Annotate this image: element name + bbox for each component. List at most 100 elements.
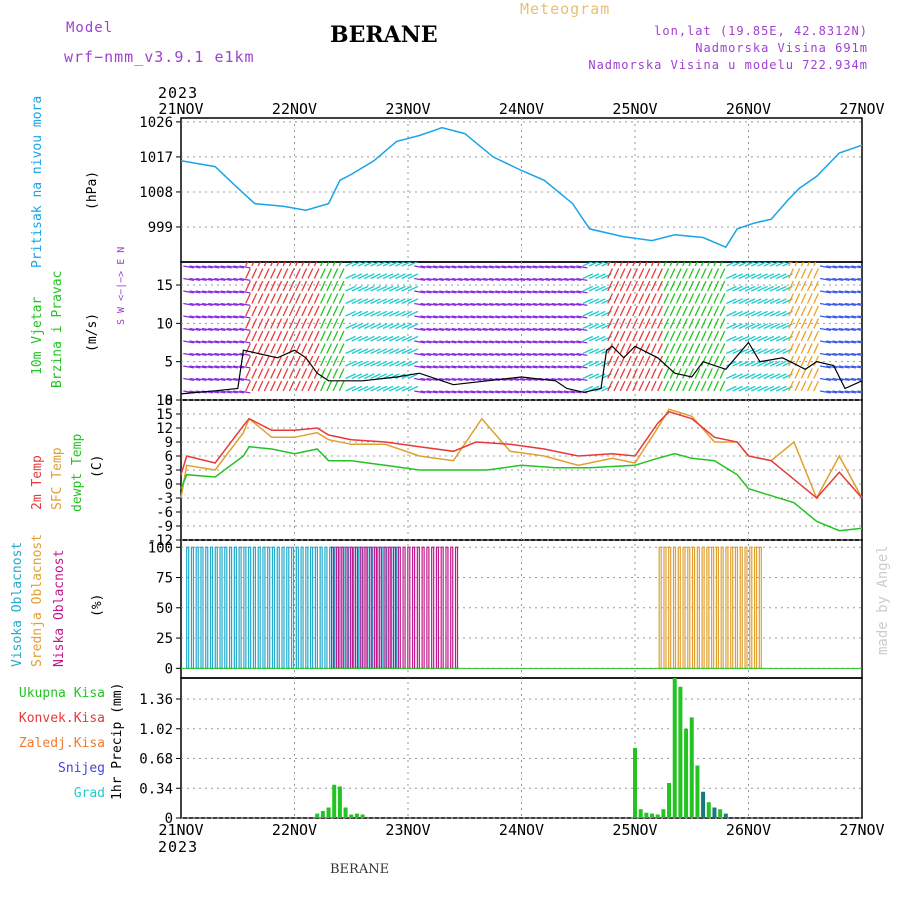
year-bottom: 2023 xyxy=(158,838,199,856)
cloud-bar xyxy=(369,546,373,669)
wind-arrow xyxy=(345,298,356,305)
wind-arrow xyxy=(445,302,457,307)
wind-arrow xyxy=(432,302,444,307)
wind-arrow xyxy=(507,352,519,357)
wind-arrow xyxy=(794,368,801,379)
cloud-bar xyxy=(711,546,715,669)
wind-arrow xyxy=(826,277,838,282)
wind-arrow xyxy=(700,355,707,367)
wind-arrow xyxy=(532,352,544,357)
wind-arrow xyxy=(214,340,226,344)
wind-arrow xyxy=(675,268,682,279)
wind-arrow xyxy=(644,368,651,379)
wind-arrow xyxy=(245,368,251,379)
wind-arrow xyxy=(439,290,451,294)
wind-arrow xyxy=(619,380,626,392)
wind-arrow xyxy=(582,285,594,292)
x-tick-label-bottom: 25NOV xyxy=(612,821,657,839)
wind-arrow xyxy=(239,340,251,344)
precip-bar xyxy=(712,807,717,818)
wind-arrow xyxy=(307,280,314,292)
wind-arrow xyxy=(214,277,226,282)
wind-arrow xyxy=(832,315,844,319)
wind-arrow xyxy=(669,330,676,342)
wind-arrow xyxy=(763,373,775,380)
wind-arrow xyxy=(214,315,226,319)
wind-arrow xyxy=(595,310,606,317)
wind-arrow xyxy=(806,343,813,354)
wind-arrow xyxy=(800,368,807,379)
wind-arrow xyxy=(495,327,507,332)
wind-arrow xyxy=(538,265,551,269)
wind-arrow xyxy=(726,360,737,367)
wind-arrow xyxy=(557,277,569,282)
wind-arrow xyxy=(357,335,369,342)
wind-arrow xyxy=(819,290,831,294)
wind-arrow xyxy=(838,390,850,394)
wind-arrow xyxy=(557,340,569,344)
wind-arrow xyxy=(239,377,251,382)
wind-arrow xyxy=(826,290,838,294)
wind-arrow xyxy=(800,293,807,304)
wind-arrow xyxy=(532,327,544,332)
wind-arrow xyxy=(364,335,375,342)
x-tick-label-top: 25NOV xyxy=(612,100,657,118)
wind-arrow xyxy=(464,352,476,357)
wind-arrow xyxy=(282,305,289,317)
cloud-label-high: Visoka Oblacnost xyxy=(10,541,25,667)
cloud-bar xyxy=(345,546,349,669)
y-tick-label: 0 xyxy=(165,661,173,677)
wind-arrow xyxy=(588,360,600,367)
wind-arrow xyxy=(851,340,862,344)
wind-arrow xyxy=(201,377,213,382)
wind-arrow xyxy=(763,348,775,355)
wind-arrow xyxy=(625,368,632,379)
wind-arrow xyxy=(788,280,795,292)
wind-arrow xyxy=(776,360,787,367)
wind-arrow xyxy=(663,268,670,279)
wind-arrow xyxy=(345,373,356,380)
wind-arrow xyxy=(189,340,201,344)
wind-arrow xyxy=(694,330,701,342)
wind-arrow xyxy=(700,280,707,292)
wind-arrow xyxy=(514,327,526,332)
wind-arrow xyxy=(357,285,369,292)
wind-arrow xyxy=(376,348,388,355)
legend-total-rain: Ukupna Kisa xyxy=(18,686,105,701)
wind-arrow xyxy=(694,268,701,279)
wind-arrow xyxy=(420,390,432,394)
wind-arrow xyxy=(700,330,707,342)
wind-arrow xyxy=(326,368,333,379)
cloud-bar xyxy=(200,546,204,669)
wind-speed-line xyxy=(180,341,863,395)
wind-arrow xyxy=(520,277,532,282)
wind-arrow xyxy=(313,330,320,342)
wind-arrow xyxy=(713,318,720,329)
wind-arrow xyxy=(195,340,207,344)
wind-arrow xyxy=(288,380,295,392)
wind-arrow xyxy=(382,348,394,355)
y-tick-label: 15 xyxy=(156,278,173,294)
wind-arrow xyxy=(682,293,688,304)
wind-arrow xyxy=(420,352,432,357)
wind-arrow xyxy=(326,268,333,279)
wind-arrow xyxy=(445,290,457,294)
wind-arrow xyxy=(806,355,813,367)
wind-arrow xyxy=(376,298,388,305)
wind-arrow xyxy=(688,318,695,329)
wind-arrow xyxy=(788,355,795,367)
wind-arrow xyxy=(414,265,426,269)
wind-arrow xyxy=(538,277,551,282)
wind-arrow xyxy=(657,330,663,342)
wind-arrow xyxy=(675,293,682,304)
wind-arrow xyxy=(806,330,813,342)
wind-arrow xyxy=(707,368,713,379)
wind-arrow xyxy=(650,330,657,342)
wind-arrow xyxy=(288,262,292,267)
wind-arrow xyxy=(719,262,723,267)
wind-arrow xyxy=(401,273,413,280)
wind-arrow xyxy=(451,302,463,307)
wind-arrow xyxy=(514,315,526,319)
wind-arrow xyxy=(407,348,419,355)
wind-arrow xyxy=(445,340,457,344)
